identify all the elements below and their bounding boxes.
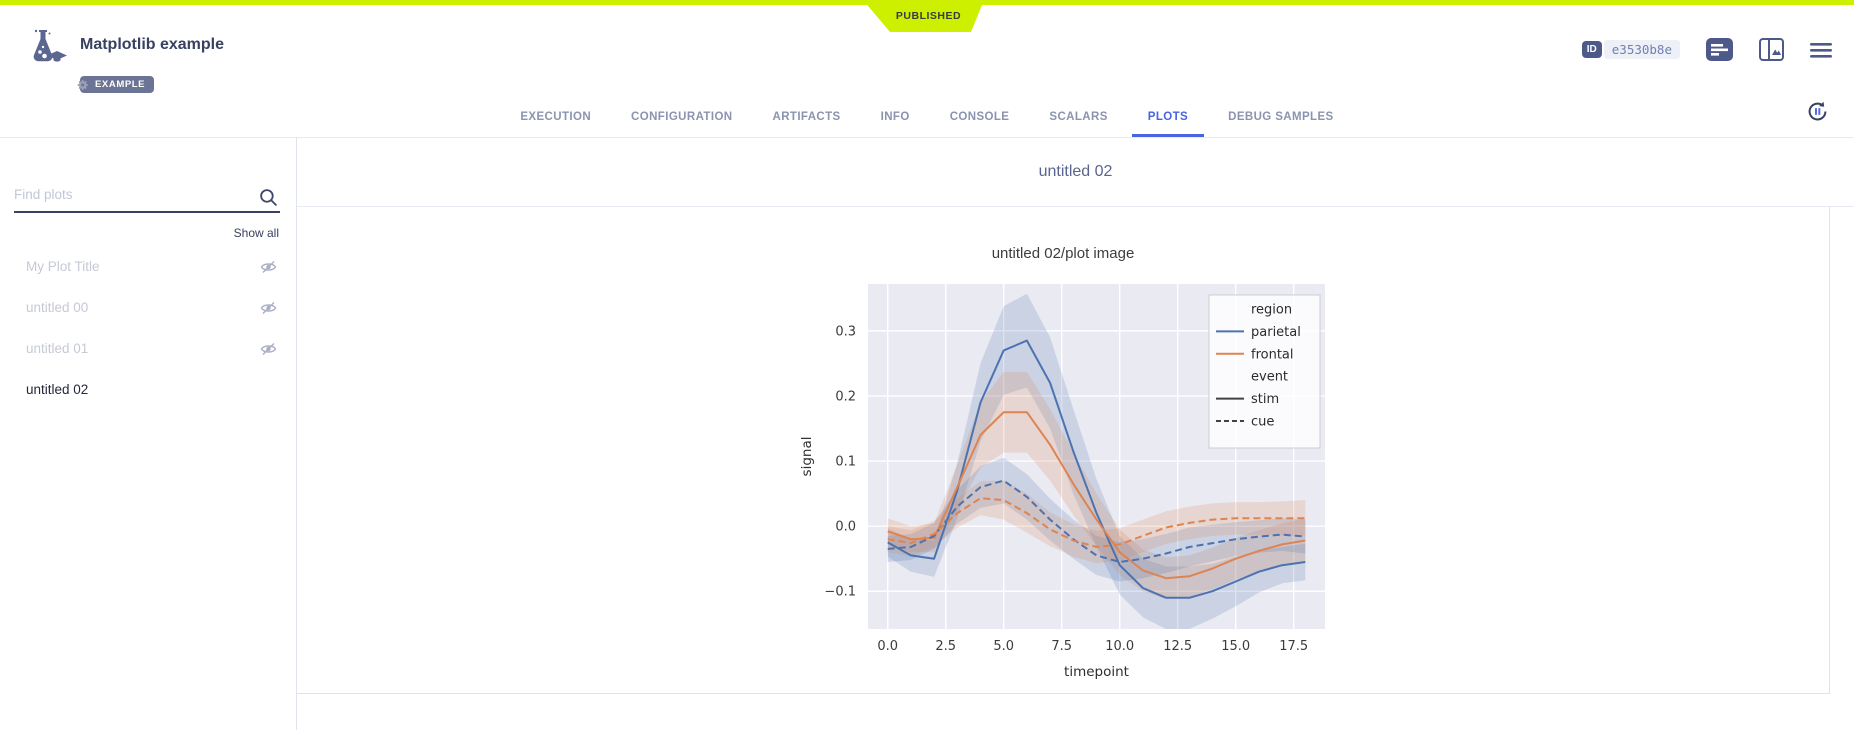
- list-item-label: untitled 00: [26, 300, 89, 315]
- list-item-untitled-00[interactable]: untitled 00: [0, 287, 296, 328]
- plot-title: untitled 02/plot image: [991, 245, 1135, 262]
- gear-icon: [77, 79, 88, 91]
- split-panel-icon: [1759, 38, 1784, 61]
- auto-refresh-pause-icon: [1808, 101, 1827, 121]
- side-panel-toggle-button[interactable]: [1759, 38, 1784, 61]
- svg-text:2.5: 2.5: [935, 639, 956, 654]
- show-all-link[interactable]: Show all: [233, 226, 279, 240]
- svg-text:region: region: [1251, 303, 1292, 318]
- svg-text:15.0: 15.0: [1221, 639, 1250, 654]
- search-icon: [260, 189, 277, 206]
- hamburger-icon: [1810, 42, 1832, 58]
- svg-text:event: event: [1251, 370, 1288, 385]
- svg-text:12.5: 12.5: [1163, 639, 1192, 654]
- tab-execution[interactable]: EXECUTION: [520, 111, 592, 123]
- auto-refresh-button[interactable]: [1805, 99, 1830, 129]
- svg-text:−0.1: −0.1: [824, 585, 856, 600]
- tab-plots[interactable]: PLOTS: [1131, 97, 1205, 137]
- tab-debug-samples[interactable]: DEBUG SAMPLES: [1228, 111, 1334, 123]
- svg-text:signal: signal: [799, 437, 815, 477]
- svg-text:7.5: 7.5: [1051, 639, 1072, 654]
- experiment-title: Matplotlib example: [80, 36, 225, 53]
- svg-text:0.1: 0.1: [835, 455, 856, 470]
- list-item-untitled-01[interactable]: untitled 01: [0, 328, 296, 369]
- list-item-my-plot-title[interactable]: My Plot Title: [0, 246, 296, 287]
- plots-sidebar: Show all My Plot Title untitled 00: [0, 138, 297, 730]
- experiment-tabs: EXECUTION CONFIGURATION ARTIFACTS INFO C…: [0, 97, 1854, 137]
- header-actions: ID e3530b8e: [1581, 38, 1832, 61]
- experiment-id-chip: ID e3530b8e: [1581, 40, 1680, 59]
- tab-scalars[interactable]: SCALARS: [1049, 111, 1108, 123]
- fmri-line-chart: 0.0 2.5 5.0 7.5 10.0 12.5 15.0 17.5 −0.1 0.0 0.1 0.…: [799, 284, 1325, 680]
- tab-info[interactable]: INFO: [880, 111, 910, 123]
- svg-text:0.3: 0.3: [835, 324, 856, 339]
- list-item-label: untitled 01: [26, 341, 89, 356]
- list-item-untitled-02[interactable]: untitled 02: [0, 369, 296, 410]
- svg-text:17.5: 17.5: [1279, 639, 1308, 654]
- experiment-logo-icon: [33, 29, 67, 62]
- svg-text:timepoint: timepoint: [1064, 664, 1129, 680]
- plots-page-body: Show all My Plot Title untitled 00: [0, 138, 1854, 730]
- tab-console[interactable]: CONSOLE: [949, 111, 1010, 123]
- id-chip-label: ID: [1581, 41, 1602, 58]
- svg-text:frontal: frontal: [1251, 347, 1294, 362]
- tab-artifacts[interactable]: ARTIFACTS: [772, 111, 841, 123]
- list-item-label: untitled 02: [26, 382, 89, 397]
- svg-text:0.0: 0.0: [835, 520, 856, 535]
- id-chip-value: e3530b8e: [1603, 40, 1680, 59]
- svg-text:0.0: 0.0: [877, 639, 898, 654]
- plot-list: My Plot Title untitled 00: [0, 246, 296, 410]
- svg-text:stim: stim: [1251, 392, 1279, 407]
- eye-off-icon[interactable]: [260, 342, 277, 356]
- details-icon: [1706, 38, 1733, 61]
- plot-group-title: untitled 02: [297, 138, 1854, 207]
- status-badge-label: PUBLISHED: [895, 10, 962, 22]
- plots-main: untitled 02 untitled 02/plot image 0.0 2.…: [297, 138, 1854, 730]
- details-button[interactable]: [1706, 38, 1733, 61]
- svg-text:cue: cue: [1251, 415, 1274, 430]
- svg-text:0.2: 0.2: [835, 389, 856, 404]
- svg-text:5.0: 5.0: [993, 639, 1014, 654]
- list-item-label: My Plot Title: [26, 259, 100, 274]
- eye-off-icon[interactable]: [260, 301, 277, 315]
- svg-text:10.0: 10.0: [1105, 639, 1134, 654]
- svg-text:parietal: parietal: [1251, 325, 1301, 340]
- eye-off-icon[interactable]: [260, 260, 277, 274]
- plot-search: [14, 186, 280, 213]
- example-tag: EXAMPLE: [77, 76, 155, 93]
- plot-card: untitled 02/plot image 0.0 2.5 5.0 7.5 10.0 1…: [297, 207, 1830, 694]
- example-tag-label: EXAMPLE: [95, 79, 146, 90]
- menu-button[interactable]: [1810, 42, 1832, 58]
- search-input[interactable]: [14, 187, 252, 202]
- tab-configuration[interactable]: CONFIGURATION: [631, 111, 733, 123]
